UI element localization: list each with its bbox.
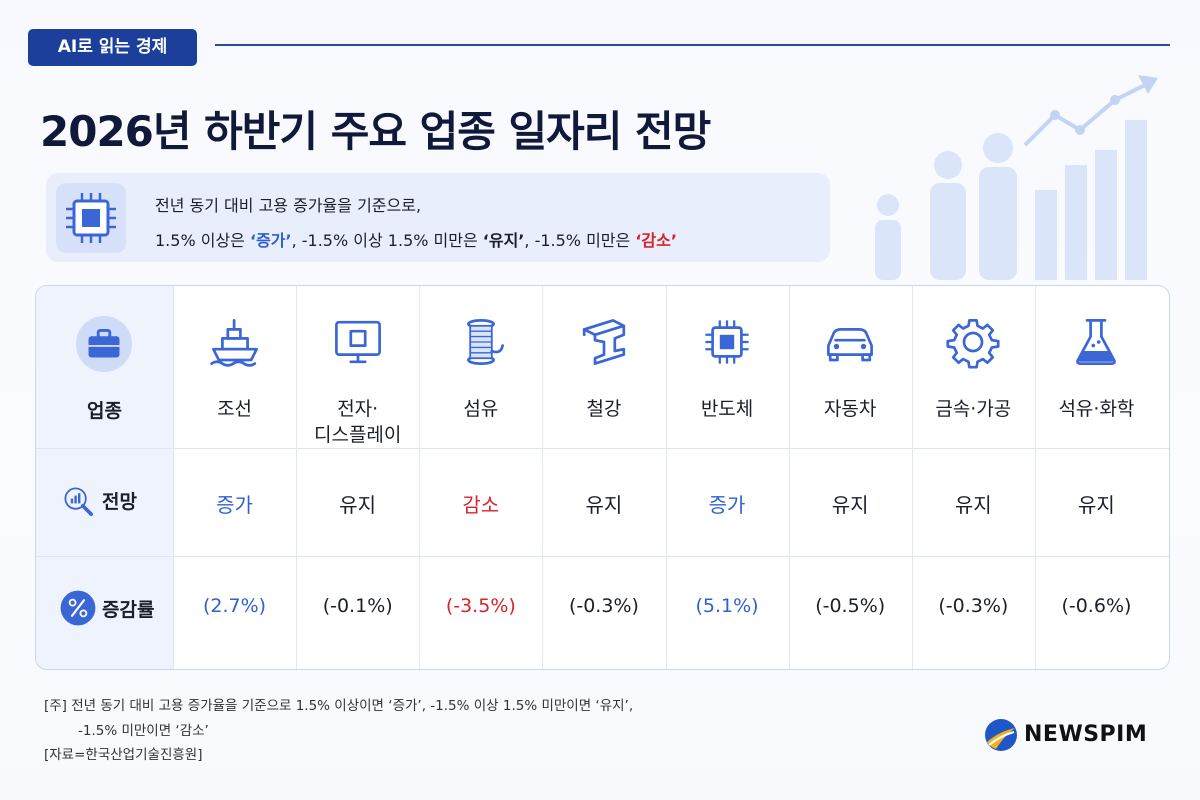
title: 2026년 하반기 주요 업종 일자리 전망 (40, 107, 711, 156)
industry-name: 철강 (586, 398, 622, 420)
column-divider (665, 286, 667, 669)
outlook: 감소 (462, 493, 500, 517)
rule (215, 44, 1170, 46)
icon-graphic (466, 319, 504, 365)
change-rate: (-0.5%) (815, 595, 886, 617)
column-divider (1034, 286, 1036, 669)
badge: AI로 읽는 경제 (28, 29, 197, 66)
row-label: 업종 (87, 400, 122, 422)
outlook: 증가 (216, 493, 253, 517)
outlook: 증가 (708, 493, 746, 517)
icon-graphic (60, 590, 96, 626)
criteria-segment: 1.5% 이상은 (155, 231, 250, 250)
brand-logo (985, 719, 1017, 751)
decor (875, 75, 1158, 280)
industry-name: 금속·가공 (935, 398, 1012, 420)
icon-graphic (582, 319, 626, 365)
column-divider (296, 286, 298, 669)
industry-name: 석유·화학 (1058, 398, 1135, 420)
icon (60, 483, 96, 519)
industry-name: 섬유 (463, 398, 499, 420)
industry-name: 전자· 디스플레이 (313, 398, 402, 446)
change-rate: (2.7%) (203, 595, 267, 617)
industry-name: 반도체 (700, 398, 754, 420)
icon-graphic (705, 320, 749, 364)
outlook: 유지 (831, 493, 869, 517)
change-rate: (-0.3%) (938, 595, 1009, 617)
column-divider (419, 286, 421, 669)
criteria-box (46, 173, 830, 262)
criteria-line: 전년 동기 대비 고용 증가율을 기준으로, (155, 196, 422, 215)
icon-graphic (946, 319, 1000, 369)
footnote: [주] 전년 동기 대비 고용 증가율을 기준으로 1.5% 이상이면 ‘증가’… (44, 698, 634, 714)
icon-graphic (334, 320, 381, 364)
change-rate: (-0.1%) (322, 595, 393, 617)
outlook: 유지 (339, 493, 377, 517)
change-rate: (5.1%) (695, 595, 759, 617)
change-rate: (-0.6%) (1061, 595, 1132, 617)
icon (60, 590, 96, 626)
criteria-segment: , -1.5% 미만은 (524, 231, 636, 250)
change-rate: (-3.5%) (445, 595, 516, 617)
icon (577, 315, 631, 369)
footnote: -1.5% 미만이면 ‘감소’ (78, 723, 209, 739)
icon (331, 315, 385, 369)
industry-name: 자동차 (823, 398, 877, 420)
brand: NEWSPIM (1024, 722, 1148, 747)
change-rate: (-0.3%) (568, 595, 639, 617)
outlook: 유지 (1078, 493, 1115, 517)
footnote: [자료=한국산업기술진흥원] (44, 747, 203, 763)
criteria-segment: ‘유지’ (482, 231, 525, 250)
icon-graphic (75, 315, 133, 373)
icon (823, 315, 877, 369)
row-divider (36, 556, 1169, 557)
icon (1069, 315, 1123, 369)
criteria-segment: ‘감소’ (635, 231, 677, 250)
row-label: 증감률 (102, 599, 155, 621)
icon-graphic (1076, 319, 1117, 365)
icon (454, 315, 508, 369)
column-divider (173, 286, 174, 669)
column-divider (788, 286, 790, 669)
row-divider (36, 448, 1169, 449)
industry-name: 조선 (217, 398, 253, 420)
criteria-segment: ‘증가’ (249, 231, 292, 250)
outlook: 유지 (954, 493, 992, 517)
outlook: 유지 (585, 493, 623, 517)
criteria-segment: , -1.5% 이상 1.5% 미만은 (291, 231, 483, 250)
icon-graphic (827, 328, 874, 362)
criteria-line: 1.5% 이상은 ‘증가’, -1.5% 이상 1.5% 미만은 ‘유지’, -… (155, 227, 677, 251)
icon (208, 315, 262, 369)
chip-icon (56, 183, 126, 253)
column-divider (911, 286, 913, 669)
column-divider (542, 286, 544, 669)
icon (946, 315, 1000, 369)
row-label: 전망 (102, 491, 137, 513)
icon-graphic (209, 319, 258, 367)
icon (700, 315, 754, 369)
icon (75, 315, 133, 373)
icon-graphic (64, 487, 93, 516)
